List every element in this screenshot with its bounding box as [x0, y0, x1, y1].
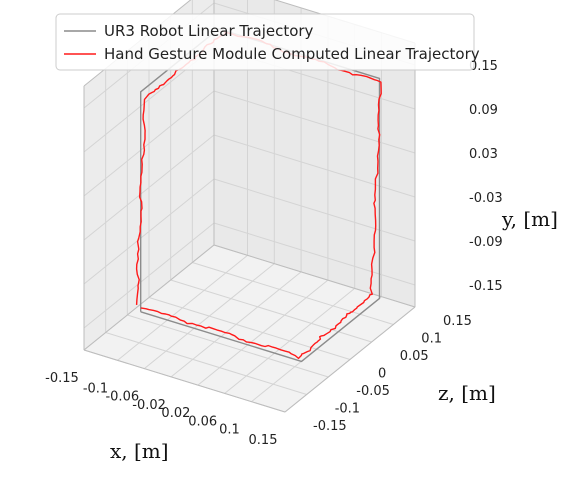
grid-line-y-back [213, 134, 416, 198]
z-tick-label: 0.05 [400, 349, 429, 364]
grid-line-y-left [83, 222, 215, 329]
grid-line-y-left [83, 178, 215, 285]
series-line-ur3 [139, 28, 381, 363]
y-axis-label: y, [m] [501, 207, 558, 231]
x-tick-label: -0.02 [132, 398, 166, 413]
series-lines [135, 28, 382, 363]
box-edge [284, 306, 416, 413]
legend-label-hand-gesture: Hand Gesture Module Computed Linear Traj… [104, 45, 480, 63]
y-tick-label: 0.03 [469, 147, 498, 162]
y-tick-label: -0.09 [469, 235, 503, 250]
z-tick-label: -0.15 [313, 419, 347, 434]
x-tick-label: 0.15 [249, 433, 278, 448]
z-tick-label: 0.15 [443, 314, 472, 329]
box-edge [213, 244, 416, 308]
grid-line-z-floor [105, 332, 307, 395]
z-tick-label: 0 [378, 367, 386, 382]
legend-label-ur3: UR3 Robot Linear Trajectory [104, 22, 314, 40]
x-tick-label: 0.1 [219, 423, 240, 438]
z-tick-label: -0.05 [356, 384, 390, 399]
y-tick-label: -0.15 [469, 279, 503, 294]
box-edge [83, 244, 215, 351]
x-tick-label: 0.06 [188, 414, 217, 429]
grid-line-y-left [83, 134, 215, 241]
box-edge [83, 349, 286, 413]
x-axis-label: x, [m] [110, 439, 169, 463]
grid-line-y-back [213, 222, 416, 286]
legend: UR3 Robot Linear Trajectory Hand Gesture… [55, 13, 480, 71]
series-line-hand-gesture [135, 31, 382, 360]
z-tick-label: 0.1 [421, 332, 442, 347]
z-axis-label: z, [m] [438, 381, 496, 405]
x-tick-label: -0.15 [45, 371, 79, 386]
y-tick-label: 0.09 [469, 103, 498, 118]
z-tick-label: -0.1 [335, 402, 360, 417]
x-tick-label: -0.1 [83, 381, 108, 396]
grid-line-y-back [213, 178, 416, 242]
grid-line-z-floor [127, 314, 329, 378]
y-tick-label: -0.03 [469, 191, 503, 206]
x-tick-label: -0.06 [105, 390, 139, 405]
y-tick-label: 0.15 [469, 59, 498, 74]
x-tick-label: 0.02 [161, 406, 190, 421]
grid-line-y-back [213, 90, 416, 154]
grid-line-y-left [83, 90, 215, 197]
tick-labels: -0.15-0.1-0.06-0.020.020.060.10.150.150.… [45, 59, 502, 448]
legend-box [55, 13, 475, 71]
